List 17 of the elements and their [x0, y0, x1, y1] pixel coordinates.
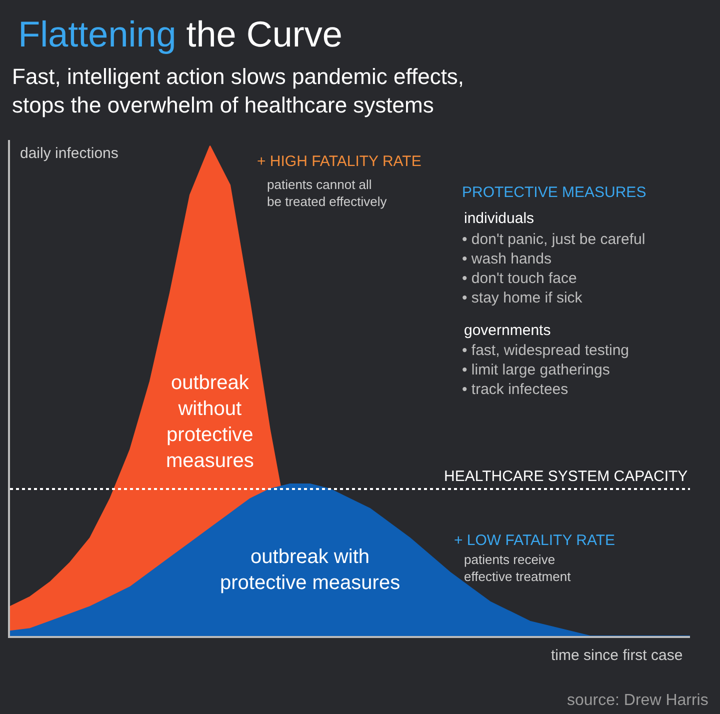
annotation: + HIGH FATALITY RATE [257, 153, 422, 170]
annotation: governments [464, 322, 551, 339]
chart-subtitle: Fast, intelligent action slows pandemic effects, stops the overwhelm of healthcare systems [12, 64, 464, 118]
annotation: • fast, widespread testing • limit large gatherings • track infectees [462, 342, 630, 398]
annotation: + LOW FATALITY RATE [454, 532, 616, 549]
chart-title: Flattening the Curve [18, 14, 342, 55]
annotation: • don't panic, just be careful • wash hands • don't touch face • stay home if sick [462, 231, 646, 306]
ref-line-label: HEALTHCARE SYSTEM CAPACITY [444, 468, 688, 485]
annotation: patients cannot all be treated effectively [267, 177, 388, 209]
annotation: individuals [464, 210, 534, 227]
series-label: outbreak without protective measures [166, 372, 254, 472]
annotation: patients receive effective treatment [464, 552, 572, 584]
series-label: outbreak with protective measures [220, 546, 400, 594]
x-axis-title: time since first case [551, 647, 683, 664]
y-axis-title: daily infections [20, 145, 118, 162]
annotation: PROTECTIVE MEASURES [462, 184, 646, 201]
source-note: source: Drew Harris [567, 692, 708, 709]
